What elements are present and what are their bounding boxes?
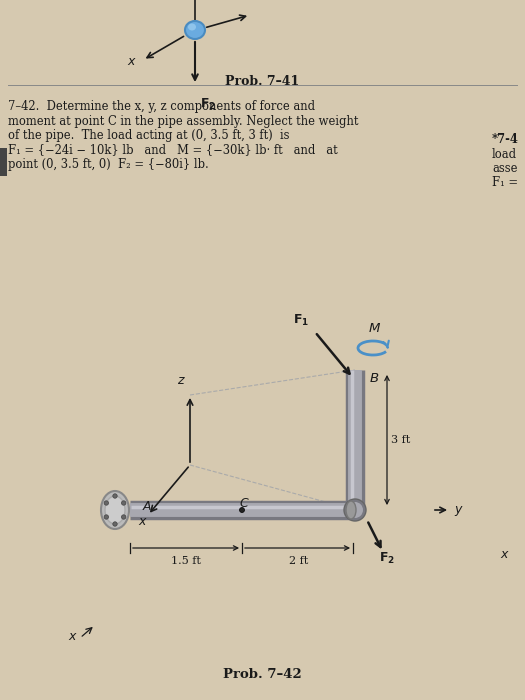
Ellipse shape — [101, 491, 129, 529]
Text: $M$: $M$ — [369, 322, 382, 335]
Ellipse shape — [188, 24, 196, 31]
Text: asse: asse — [492, 162, 518, 175]
Text: 2 ft: 2 ft — [289, 556, 308, 566]
Text: F₁ =: F₁ = — [492, 176, 518, 190]
Text: $C$: $C$ — [239, 497, 249, 510]
Text: $y$: $y$ — [454, 504, 464, 518]
Ellipse shape — [105, 496, 125, 524]
Text: *7-4: *7-4 — [492, 133, 519, 146]
Circle shape — [113, 494, 117, 498]
Text: $x$: $x$ — [500, 549, 510, 561]
Text: point (0, 3.5 ft, 0)  F₂ = {−80i} lb.: point (0, 3.5 ft, 0) F₂ = {−80i} lb. — [8, 158, 209, 171]
Circle shape — [121, 500, 126, 505]
Text: 3 ft: 3 ft — [391, 435, 410, 445]
Circle shape — [347, 502, 363, 518]
Text: $\mathbf{F_2}$: $\mathbf{F_2}$ — [379, 551, 395, 566]
Text: moment at point C in the pipe assembly. Neglect the weight: moment at point C in the pipe assembly. … — [8, 115, 359, 127]
Ellipse shape — [185, 21, 205, 39]
Text: F₁ = {−24i − 10k} lb   and   M = {−30k} lb· ft   and   at: F₁ = {−24i − 10k} lb and M = {−30k} lb· … — [8, 144, 338, 157]
Text: Prob. 7–42: Prob. 7–42 — [223, 668, 301, 681]
Text: of the pipe.  The load acting at (0, 3.5 ft, 3 ft)  is: of the pipe. The load acting at (0, 3.5 … — [8, 129, 289, 142]
Circle shape — [121, 514, 126, 519]
Text: 1.5 ft: 1.5 ft — [171, 556, 201, 566]
Text: $x$: $x$ — [68, 630, 78, 643]
Text: $\mathbf{F_1}$: $\mathbf{F_1}$ — [293, 313, 309, 328]
Circle shape — [113, 522, 117, 526]
Text: $x$: $x$ — [138, 515, 148, 528]
Circle shape — [239, 508, 245, 512]
Text: $A$: $A$ — [142, 500, 152, 513]
Circle shape — [104, 500, 109, 505]
Text: $x$: $x$ — [127, 55, 137, 68]
Circle shape — [104, 514, 109, 519]
Text: $B$: $B$ — [369, 372, 379, 384]
Circle shape — [344, 499, 366, 521]
Text: load: load — [492, 148, 517, 160]
Text: $\mathbf{F_2}$: $\mathbf{F_2}$ — [200, 97, 216, 112]
Text: 7–42.  Determine the x, y, z components of force and: 7–42. Determine the x, y, z components o… — [8, 100, 315, 113]
Bar — [0, 148, 7, 176]
Text: Prob. 7–41: Prob. 7–41 — [225, 75, 299, 88]
Text: $z$: $z$ — [177, 374, 186, 387]
Ellipse shape — [346, 501, 356, 519]
